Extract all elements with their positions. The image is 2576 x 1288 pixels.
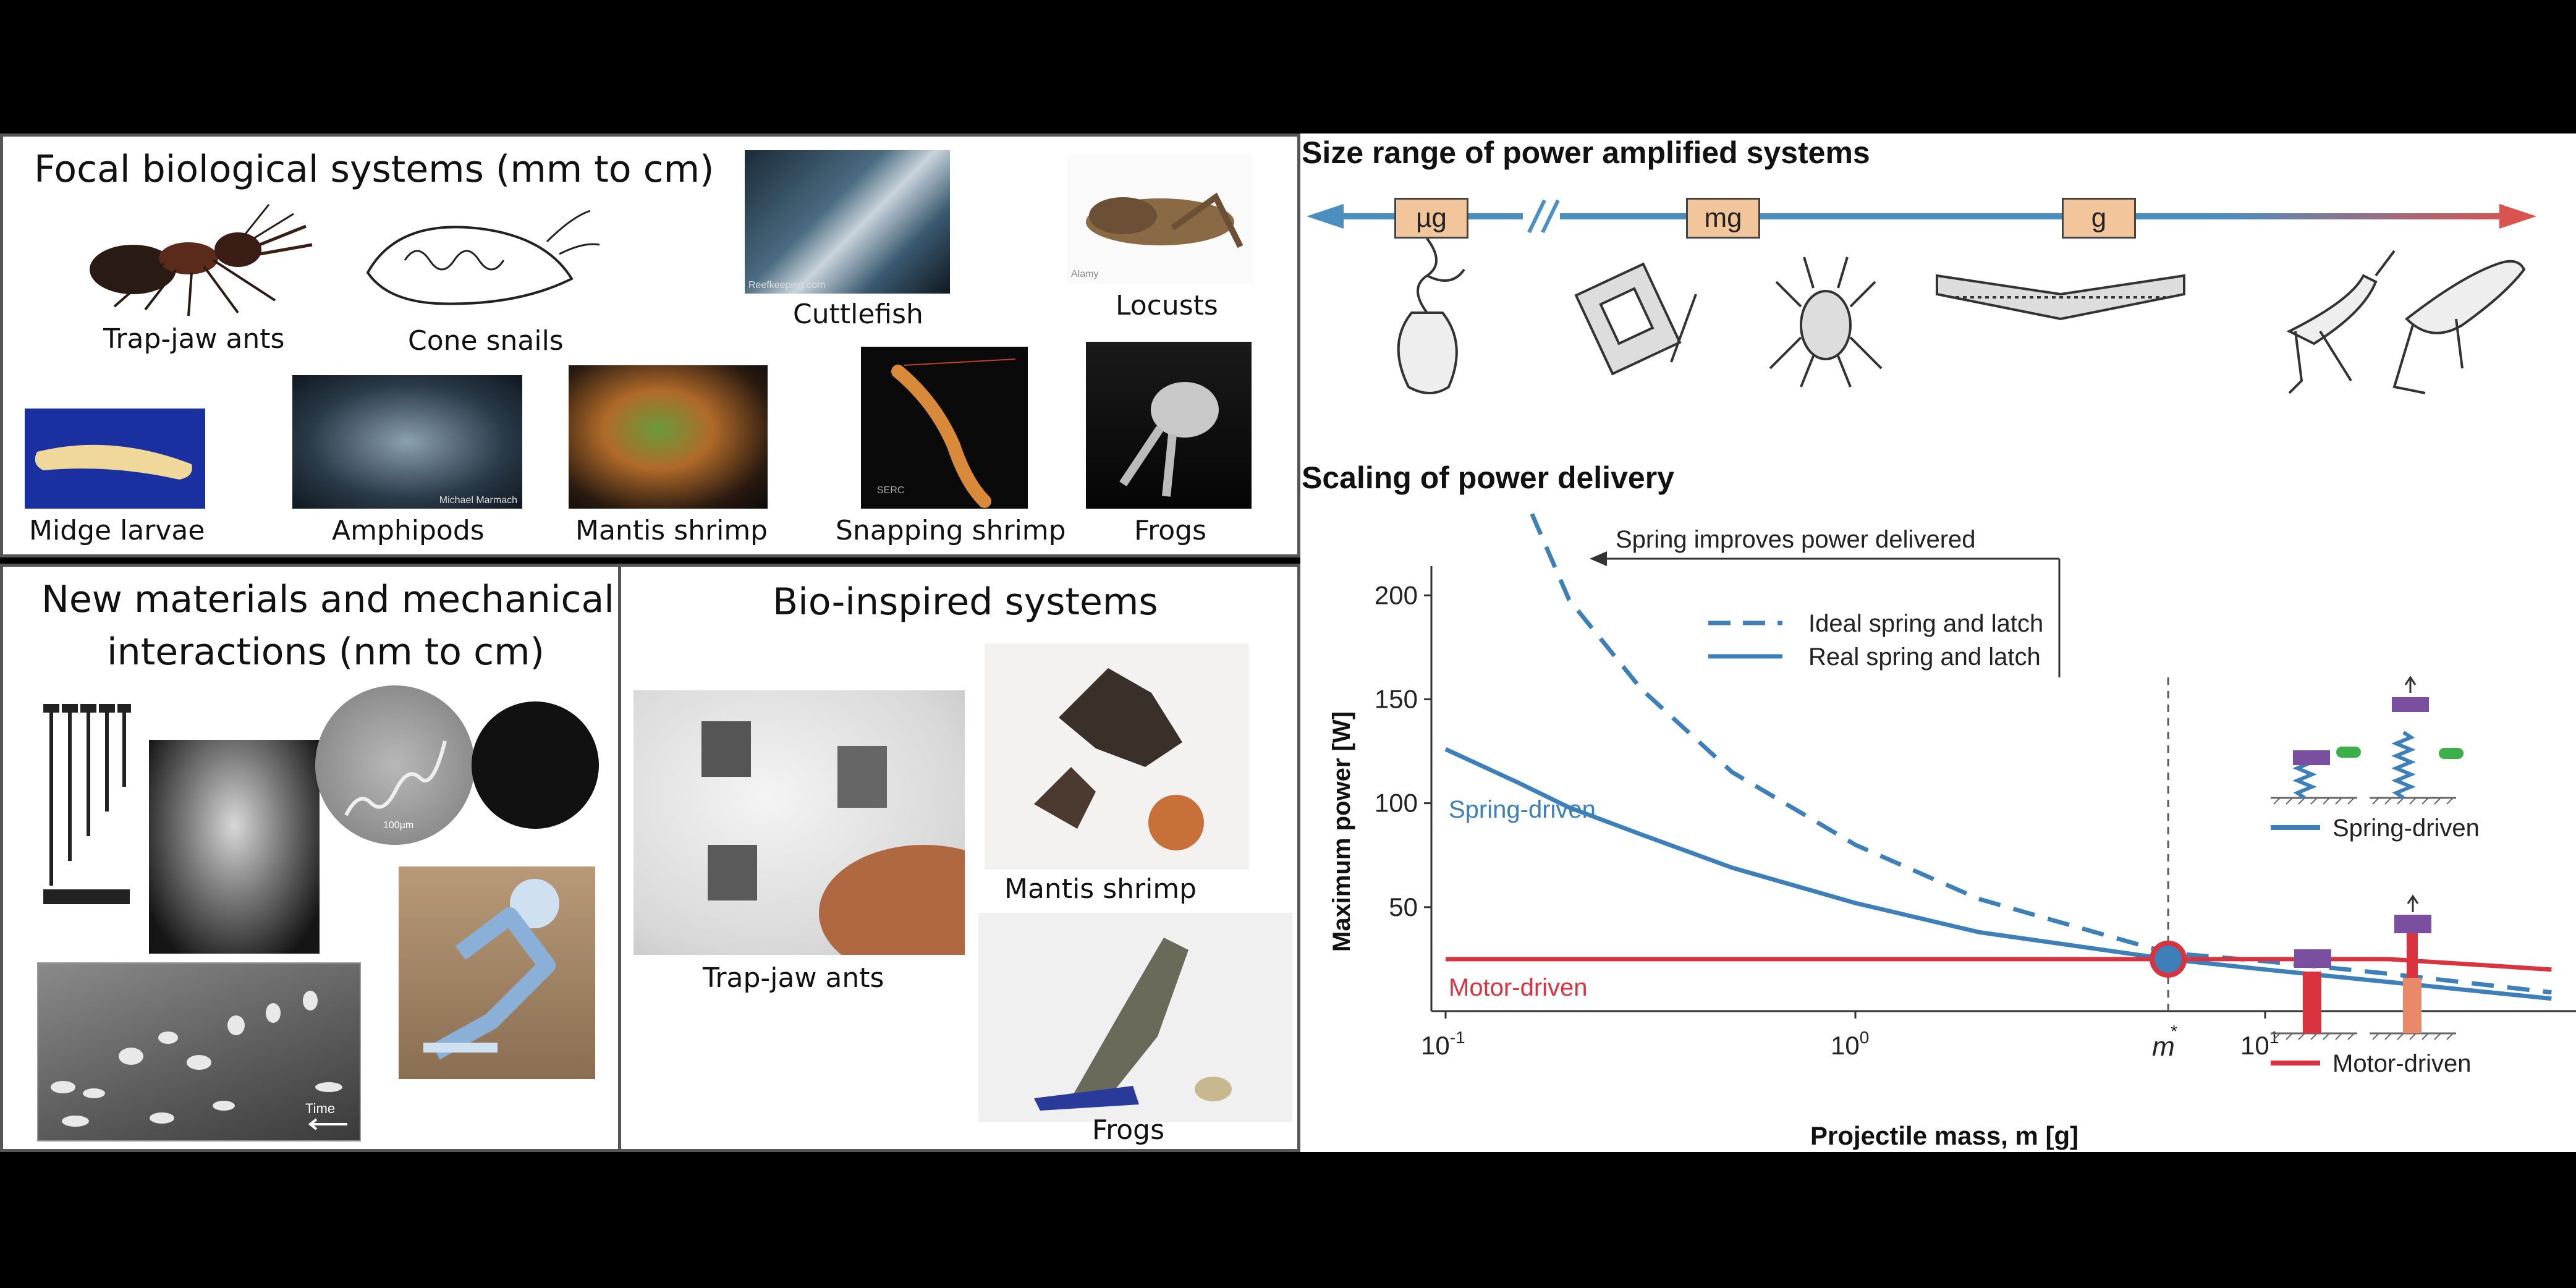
bio-inspired-panel: Bio-inspired systems Trap-jaw ants Manti… <box>618 564 1300 1152</box>
mantis-shrimp-label: Mantis shrimp <box>575 515 768 546</box>
vorticella-icon <box>1397 239 1465 394</box>
frog-robot-photo <box>978 913 1292 1122</box>
x-tick-label: 10-1 <box>1421 1028 1465 1060</box>
m-star-label: m <box>2152 1032 2175 1062</box>
spring-driven-legend-label: Spring-driven <box>2332 815 2480 842</box>
falling-discs-image: Time <box>37 962 361 1142</box>
motor-driven-legend-label: Motor-driven <box>2332 1050 2472 1077</box>
x-tick-label: 101 <box>2240 1028 2279 1060</box>
x-tick-label: 100 <box>1831 1028 1869 1060</box>
focal-systems-title: Focal biological systems (mm to cm) <box>34 148 714 191</box>
y-tick-label: 150 <box>1375 684 1418 713</box>
locust-photo: Alamy <box>1067 154 1253 284</box>
frog-robot-shape <box>1034 938 1232 1111</box>
cone-snails-label: Cone snails <box>408 325 564 357</box>
axis-right-arrow <box>2499 204 2536 229</box>
ug-marker: µg <box>1394 198 1468 239</box>
larva-shape <box>35 444 192 480</box>
m-star-superscript: * <box>2171 1022 2177 1041</box>
annotation-text: Spring improves power delivered <box>1616 526 1976 553</box>
snapping-shrimp-label: Snapping shrimp <box>836 515 1066 546</box>
size-range-title: Size range of power amplified systems <box>1302 135 1870 170</box>
locusts-label: Locusts <box>1116 290 1218 321</box>
mechanism-icon <box>1936 274 2185 321</box>
cone-snail-drawing <box>366 210 600 305</box>
frog-shape <box>1119 382 1219 497</box>
motor-driven-curve-label: Motor-driven <box>1449 974 1588 1001</box>
amphipods-photo: Michael Marmach <box>292 375 522 509</box>
y-tick-label: 50 <box>1389 892 1418 922</box>
y-axis-label: Maximum power [W] <box>1328 711 1355 952</box>
frogs-label: Frogs <box>1134 515 1207 546</box>
bio-frogs-label: Frogs <box>1092 1114 1165 1146</box>
midge-larvae-label: Midge larvae <box>29 515 205 546</box>
snapping-shrimp-watermark: SERC <box>877 485 905 496</box>
bio-trap-jaw-ants-label: Trap-jaw ants <box>703 962 884 994</box>
spring-driven-mechanism-icons: Spring-driven <box>2271 676 2480 842</box>
sem-spring-shape <box>344 740 447 816</box>
size-range-axis <box>1307 199 2536 234</box>
motor-curve <box>1446 957 2552 972</box>
annotation-arrowhead <box>1590 551 1607 566</box>
frog-photo <box>1086 342 1252 509</box>
cuttlefish-photo: Reefkeeping.com <box>745 150 950 294</box>
locust-watermark: Alamy <box>1071 269 1099 279</box>
y-tick-label: 100 <box>1375 789 1418 818</box>
crossover-point <box>2150 940 2187 978</box>
right-panel: Size range of power amplified systems µg… <box>1300 133 2576 1152</box>
time-label: Time <box>305 1101 336 1116</box>
motor-driven-mechanism-icons: Motor-driven <box>2271 894 2472 1077</box>
cuttlefish-watermark: Reefkeeping.com <box>748 280 826 290</box>
ant-icon <box>1769 256 1883 388</box>
snapping-shrimp-photo: SERC <box>861 347 1028 509</box>
trap-jaw-ants-label: Trap-jaw ants <box>103 323 285 355</box>
dark-circle-image <box>472 701 599 829</box>
mantis-robot-shape <box>1034 668 1204 850</box>
g-marker: g <box>2062 198 2136 239</box>
blue-robot-shape <box>423 879 559 1060</box>
amphipods-watermark: Michael Marmach <box>439 495 517 506</box>
sem-spring-image: 100µm <box>315 685 475 845</box>
legend-real-label: Real spring and latch <box>1808 643 2041 671</box>
frog-icon <box>2392 260 2526 394</box>
bio-mantis-shrimp-label: Mantis shrimp <box>1004 873 1197 905</box>
cuttlefish-label: Cuttlefish <box>793 299 923 330</box>
power-scaling-chart: 50 100 150 200 10-1 100 101 Spring improves p… <box>1328 504 2576 1150</box>
micro-pillars-image <box>43 704 131 904</box>
amphipods-label: Amphipods <box>332 515 485 546</box>
trap-jaw-robot-photo <box>633 690 965 955</box>
focal-systems-panel: Focal biological systems (mm to cm) Trap… <box>0 133 1300 557</box>
trap-jaw-robot-shape <box>701 721 965 955</box>
mems-device-icon <box>1574 262 1697 376</box>
trap-jaw-ant-photo <box>90 204 313 316</box>
axis-left-arrow <box>1307 204 1344 229</box>
discs-shape <box>51 991 347 1130</box>
mantis-shrimp-robot-photo <box>985 643 1249 870</box>
materials-panel: New materials and mechanical interaction… <box>0 564 622 1152</box>
materials-title-line2: interactions (nm to cm) <box>107 630 544 674</box>
size-range-organisms <box>1397 239 2526 394</box>
locust-shape <box>1086 192 1244 248</box>
legend-ideal-label: Ideal spring and latch <box>1808 610 2043 637</box>
mantis-shrimp-photo <box>569 365 768 509</box>
mg-marker: mg <box>1686 198 1760 239</box>
x-axis-label: Projectile mass, m [g] <box>1810 1121 2078 1150</box>
blue-robot-image <box>399 866 595 1079</box>
spring-driven-curve-label: Spring-driven <box>1449 796 1596 823</box>
bio-inspired-title: Bio-inspired systems <box>773 580 1158 624</box>
shrimp-shape <box>891 358 1016 508</box>
scaling-title: Scaling of power delivery <box>1302 460 1674 495</box>
scale-bar-label: 100µm <box>383 820 414 831</box>
y-tick-label: 200 <box>1375 580 1418 609</box>
locust-icon <box>2286 250 2396 394</box>
mechanism-photo <box>149 740 320 954</box>
materials-title-line1: New materials and mechanical <box>41 578 614 621</box>
midge-larvae-photo <box>25 409 205 509</box>
